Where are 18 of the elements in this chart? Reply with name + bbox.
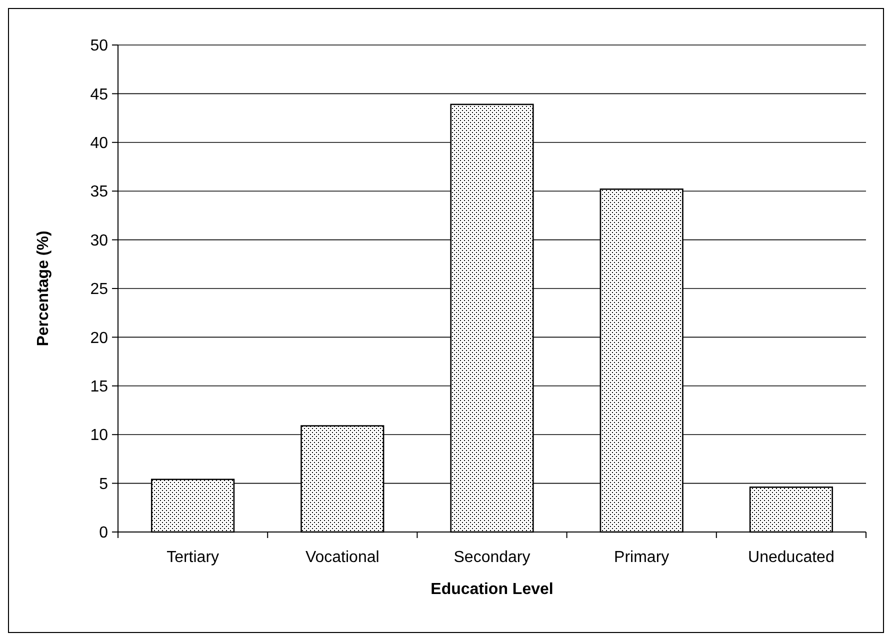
y-axis-title: Percentage (%) — [35, 230, 52, 346]
y-tick-label: 5 — [99, 476, 108, 493]
x-tick-label: Vocational — [305, 549, 380, 566]
x-axis-title: Education Level — [430, 581, 554, 598]
y-tick-label: 0 — [99, 524, 108, 542]
y-tick-label: 20 — [90, 330, 108, 347]
x-tick-label: Primary — [614, 549, 670, 566]
y-tick-label: 15 — [90, 378, 108, 396]
y-tick-label: 10 — [90, 427, 108, 444]
y-tick-label: 40 — [90, 135, 108, 152]
y-tick-label: 30 — [90, 232, 108, 250]
x-tick-label: Secondary — [454, 549, 530, 566]
x-tick-label: Uneducated — [748, 549, 834, 566]
y-tick-label: 25 — [90, 281, 108, 298]
y-tick-label: 50 — [90, 38, 108, 55]
x-tick-label: Tertiary — [166, 549, 220, 566]
y-tick-label: 35 — [90, 184, 108, 201]
y-tick-label: 45 — [90, 86, 108, 104]
